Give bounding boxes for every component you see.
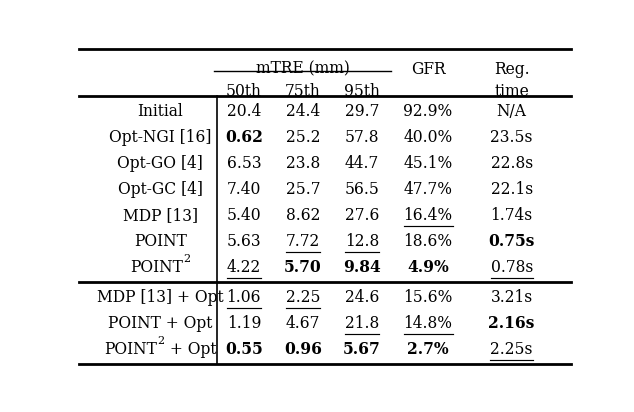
- Text: Opt-NGI [16]: Opt-NGI [16]: [109, 129, 212, 146]
- Text: 5.67: 5.67: [343, 342, 380, 358]
- Text: mTRE (mm): mTRE (mm): [256, 61, 350, 77]
- Text: POINT: POINT: [134, 233, 187, 250]
- Text: 5.63: 5.63: [226, 233, 261, 250]
- Text: N/A: N/A: [496, 103, 527, 120]
- Text: 15.6%: 15.6%: [403, 290, 453, 307]
- Text: 16.4%: 16.4%: [404, 207, 453, 224]
- Text: 40.0%: 40.0%: [403, 129, 453, 146]
- Text: 2: 2: [157, 336, 165, 346]
- Text: 45.1%: 45.1%: [403, 155, 453, 172]
- Text: 25.2: 25.2: [285, 129, 320, 146]
- Text: 1.06: 1.06: [226, 290, 261, 307]
- Text: 21.8: 21.8: [345, 316, 379, 332]
- Text: POINT + Opt: POINT + Opt: [108, 316, 212, 332]
- Text: 8.62: 8.62: [286, 207, 320, 224]
- Text: 7.72: 7.72: [286, 233, 320, 250]
- Text: 75th: 75th: [285, 84, 321, 101]
- Text: 9.84: 9.84: [343, 259, 380, 276]
- Text: Reg.: Reg.: [494, 61, 529, 77]
- Text: 3.21s: 3.21s: [491, 290, 533, 307]
- Text: 4.67: 4.67: [286, 316, 320, 332]
- Text: POINT: POINT: [131, 259, 183, 276]
- Text: 20.4: 20.4: [227, 103, 261, 120]
- Text: 2: 2: [183, 253, 190, 264]
- Text: 2.7%: 2.7%: [407, 342, 449, 358]
- Text: 0.62: 0.62: [225, 129, 262, 146]
- Text: 2.16s: 2.16s: [488, 316, 535, 332]
- Text: 95th: 95th: [344, 84, 380, 101]
- Text: Opt-GC [4]: Opt-GC [4]: [118, 181, 203, 198]
- Text: 25.7: 25.7: [285, 181, 320, 198]
- Text: 1.74s: 1.74s: [491, 207, 533, 224]
- Text: 24.6: 24.6: [345, 290, 379, 307]
- Text: 22.1s: 22.1s: [491, 181, 533, 198]
- Text: 5.70: 5.70: [284, 259, 321, 276]
- Text: + Opt: + Opt: [165, 342, 216, 358]
- Text: 24.4: 24.4: [286, 103, 320, 120]
- Text: 5.40: 5.40: [226, 207, 261, 224]
- Text: MDP [13] + Opt: MDP [13] + Opt: [97, 290, 224, 307]
- Text: 12.8: 12.8: [345, 233, 379, 250]
- Text: 2.25: 2.25: [285, 290, 320, 307]
- Text: 92.9%: 92.9%: [403, 103, 453, 120]
- Text: 0.55: 0.55: [225, 342, 262, 358]
- Text: 23.8: 23.8: [286, 155, 320, 172]
- Text: 6.53: 6.53: [226, 155, 261, 172]
- Text: 4.9%: 4.9%: [407, 259, 449, 276]
- Text: 23.5s: 23.5s: [491, 129, 533, 146]
- Text: time: time: [495, 84, 529, 101]
- Text: MDP [13]: MDP [13]: [123, 207, 198, 224]
- Text: 1.19: 1.19: [227, 316, 261, 332]
- Text: 57.8: 57.8: [344, 129, 379, 146]
- Text: POINT: POINT: [105, 342, 157, 358]
- Text: 29.7: 29.7: [345, 103, 379, 120]
- Text: Initial: Initial: [138, 103, 183, 120]
- Text: 47.7%: 47.7%: [404, 181, 453, 198]
- Text: 56.5: 56.5: [344, 181, 379, 198]
- Text: 7.40: 7.40: [227, 181, 261, 198]
- Text: 27.6: 27.6: [345, 207, 379, 224]
- Text: Opt-GO [4]: Opt-GO [4]: [117, 155, 204, 172]
- Text: 22.8s: 22.8s: [491, 155, 533, 172]
- Text: 0.96: 0.96: [284, 342, 322, 358]
- Text: 0.75s: 0.75s: [488, 233, 535, 250]
- Text: 14.8%: 14.8%: [404, 316, 453, 332]
- Text: 50th: 50th: [226, 84, 262, 101]
- Text: 2.25s: 2.25s: [491, 342, 533, 358]
- Text: 44.7: 44.7: [345, 155, 379, 172]
- Text: GFR: GFR: [411, 61, 446, 77]
- Text: 0.78s: 0.78s: [491, 259, 533, 276]
- Text: 18.6%: 18.6%: [404, 233, 453, 250]
- Text: 4.22: 4.22: [227, 259, 261, 276]
